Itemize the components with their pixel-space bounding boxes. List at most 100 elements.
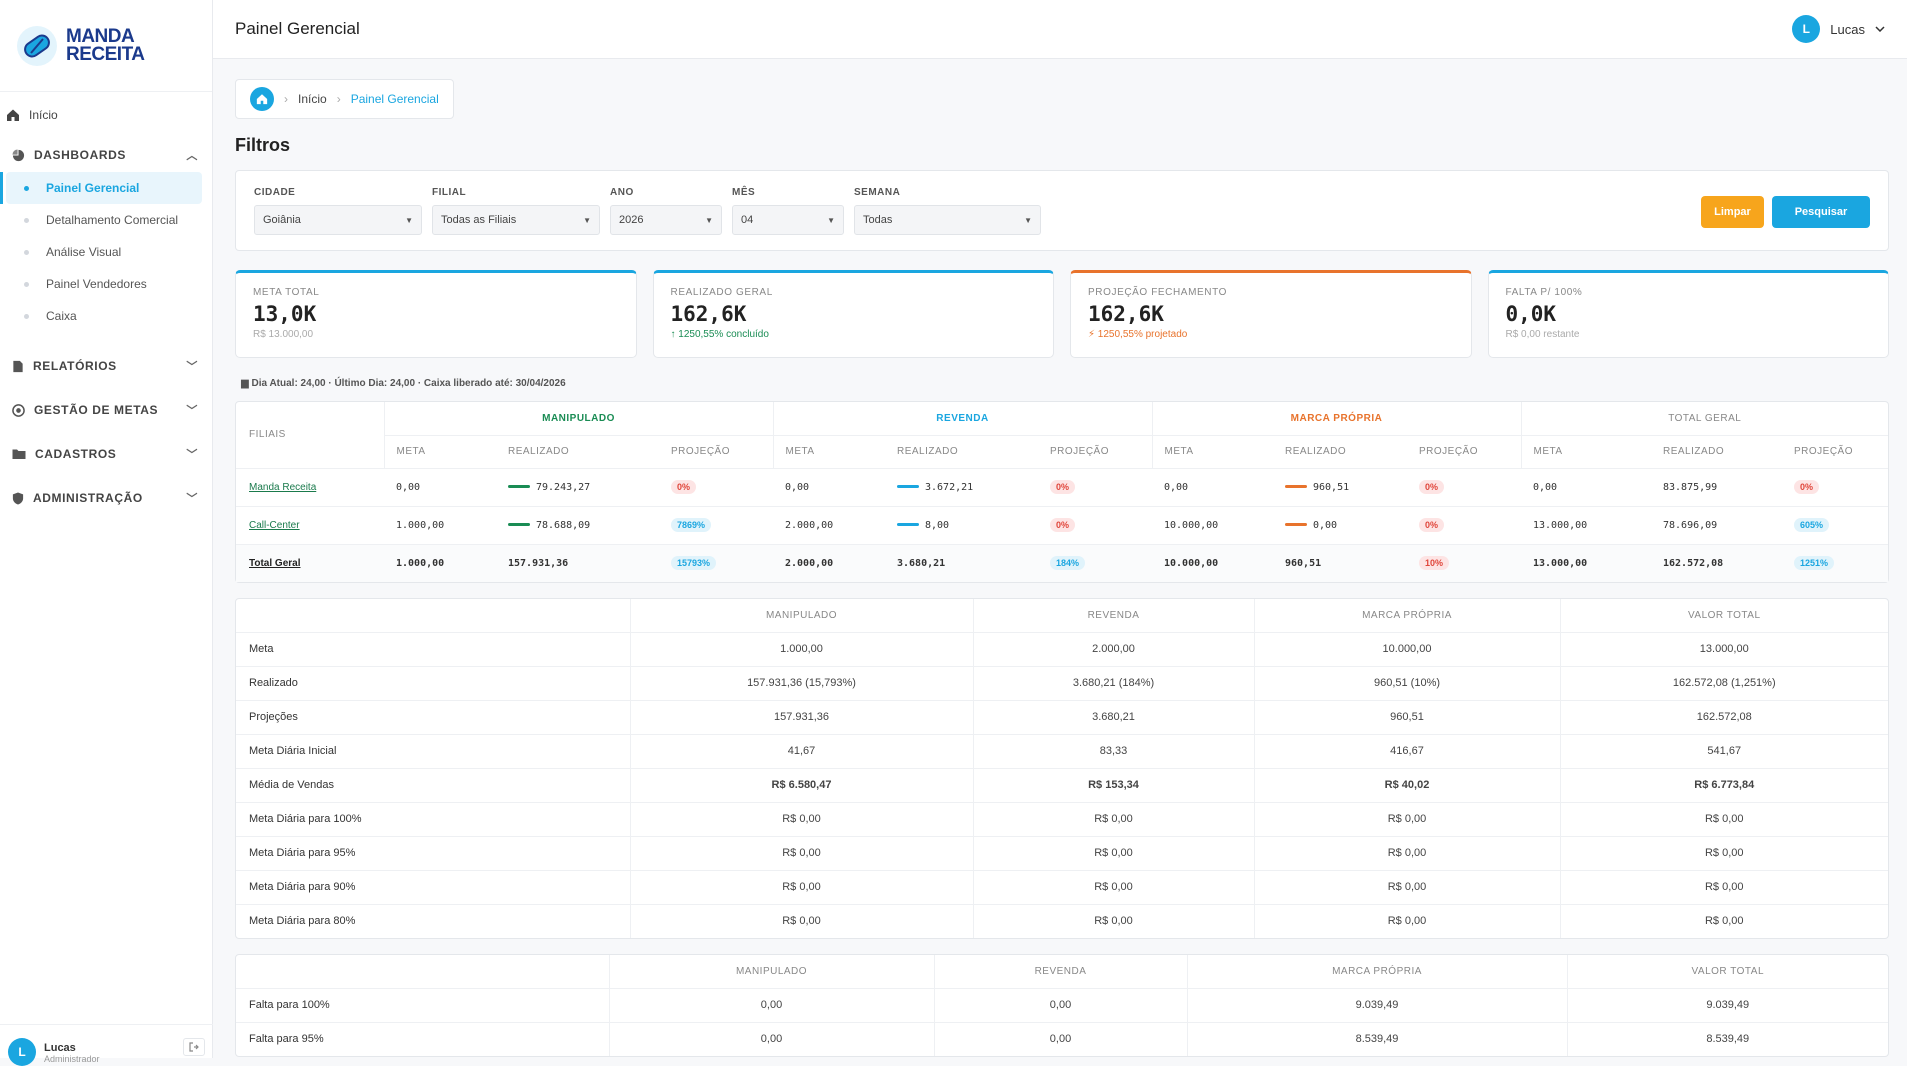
percent-badge: 7869% bbox=[671, 518, 712, 532]
value-cell: 1.000,00 bbox=[629, 631, 973, 666]
value-cell: 0,00 bbox=[1533, 481, 1558, 493]
group-manipulado: MANIPULADO bbox=[383, 402, 773, 435]
kpi-row: META TOTAL 13,0K R$ 13.000,00 REALIZADO GE… bbox=[235, 270, 1889, 358]
value-cell: 13.000,00 bbox=[1533, 519, 1588, 531]
value-cell: 8,00 bbox=[925, 519, 950, 531]
kpi-realizado-geral: REALIZADO GERAL 162,6K ↑ 1250,55% concluíd… bbox=[652, 270, 1054, 358]
value-cell: R$ 0,00 bbox=[1559, 835, 1888, 870]
row-label: Falta para 100% bbox=[236, 987, 609, 1022]
clear-button[interactable]: Limpar bbox=[1701, 196, 1764, 228]
branch-link[interactable]: Call-Center bbox=[249, 519, 300, 531]
filters-panel: CIDADE Goiânia ▼ FILIAL Todas as Filiais ▼… bbox=[235, 170, 1889, 251]
branch-link[interactable]: Manda Receita bbox=[249, 481, 317, 493]
nav-section-cadastros[interactable]: CADASTROS ﹀ bbox=[0, 432, 212, 476]
group-total-geral: TOTAL GERAL bbox=[1520, 402, 1888, 435]
value-cell: R$ 0,00 bbox=[629, 835, 973, 870]
percent-badge: 0% bbox=[1419, 518, 1445, 532]
value-cell: R$ 0,00 bbox=[629, 869, 973, 904]
progress-bar bbox=[1285, 485, 1307, 489]
value-cell: 960,51 bbox=[1285, 557, 1322, 569]
percent-badge: 10% bbox=[1419, 556, 1450, 571]
value-cell: 10.000,00 bbox=[1164, 519, 1219, 531]
value-cell: R$ 6.773,84 bbox=[1559, 767, 1888, 802]
table-row: Meta Diária para 80% R$ 0,00 R$ 0,00 R$ 0,0… bbox=[236, 903, 1888, 938]
user-menu[interactable]: L Lucas bbox=[1792, 15, 1885, 43]
value-cell: R$ 0,00 bbox=[1559, 903, 1888, 938]
sidebar-item-painel-gerencial[interactable]: Painel Gerencial bbox=[0, 172, 202, 204]
value-cell: 960,51 (10%) bbox=[1253, 665, 1560, 700]
year-select[interactable]: 2026 ▼ bbox=[610, 205, 722, 235]
sidebar-item-caixa[interactable]: Caixa bbox=[6, 300, 202, 332]
table-row: Total Geral 1.000,00 157.931,36 15793% 2.000… bbox=[236, 543, 1888, 582]
subheader-cell: META bbox=[1151, 435, 1273, 468]
value-cell: 8.539,49 bbox=[1566, 1021, 1888, 1056]
subheader-cell: PROJEÇÃO bbox=[671, 446, 731, 457]
value-cell: 1.000,00 bbox=[396, 519, 445, 531]
home-icon bbox=[256, 94, 268, 105]
city-label: CIDADE bbox=[254, 187, 296, 198]
filters-title: Filtros bbox=[235, 135, 291, 155]
value-cell: 41,67 bbox=[629, 733, 973, 768]
row-label: Média de Vendas bbox=[236, 767, 630, 802]
chevron-down-icon bbox=[1875, 26, 1885, 32]
value-cell: 3.680,21 bbox=[897, 557, 946, 569]
value-cell: 0,00 bbox=[1164, 481, 1189, 493]
logo[interactable]: MANDA RECEITA bbox=[0, 0, 212, 92]
nav-section-gestao-metas[interactable]: GESTÃO DE METAS ﹀ bbox=[0, 388, 212, 432]
nav-section-dashboards[interactable]: DASHBOARDS ︿ bbox=[0, 138, 212, 172]
city-select[interactable]: Goiânia ▼ bbox=[254, 205, 422, 235]
percent-badge: 1251% bbox=[1794, 556, 1835, 571]
breadcrumb-current: Painel Gerencial bbox=[350, 92, 439, 106]
value-cell: 13.000,00 bbox=[1559, 631, 1888, 666]
subheader-cell: PROJEÇÃO bbox=[1050, 446, 1110, 457]
chevron-right-icon: › bbox=[284, 92, 288, 106]
week-select[interactable]: Todas ▼ bbox=[854, 205, 1041, 235]
value-cell: 157.931,36 bbox=[508, 557, 569, 569]
summary-header: REVENDA bbox=[972, 599, 1254, 632]
breadcrumb-item[interactable]: Início bbox=[298, 92, 327, 106]
month-select[interactable]: 04 ▼ bbox=[732, 205, 844, 235]
nav-section-administracao[interactable]: ADMINISTRAÇÃO ﹀ bbox=[0, 476, 212, 520]
sidebar-user-name: Lucas bbox=[44, 1042, 76, 1054]
logout-button[interactable] bbox=[183, 1038, 205, 1056]
value-cell: 83,33 bbox=[972, 733, 1254, 768]
nav-home[interactable]: Início bbox=[0, 100, 212, 130]
week-label: SEMANA bbox=[854, 187, 901, 198]
value-cell: 78.696,09 bbox=[1663, 519, 1718, 531]
search-button[interactable]: Pesquisar bbox=[1772, 196, 1870, 228]
value-cell: 83.875,99 bbox=[1663, 481, 1718, 493]
subheader-cell: REALIZADO bbox=[508, 446, 570, 457]
avatar[interactable]: L bbox=[8, 1038, 36, 1066]
progress-bar bbox=[897, 523, 919, 527]
breadcrumb-home[interactable] bbox=[250, 87, 274, 111]
value-cell: 3.672,21 bbox=[925, 481, 974, 493]
value-cell: 162.572,08 bbox=[1663, 557, 1724, 569]
percent-badge: 0% bbox=[1419, 480, 1445, 494]
percent-badge: 15793% bbox=[671, 556, 717, 571]
progress-bar bbox=[508, 485, 530, 489]
nav-section-relatorios[interactable]: RELATÓRIOS ﹀ bbox=[0, 344, 212, 388]
progress-bar bbox=[897, 485, 919, 489]
target-icon bbox=[12, 403, 25, 417]
sidebar-item-painel-vendedores[interactable]: Painel Vendedores bbox=[6, 268, 202, 300]
sidebar-item-analise-visual[interactable]: Análise Visual bbox=[6, 236, 202, 268]
value-cell: 157.931,36 (15,793%) bbox=[629, 665, 973, 700]
value-cell: 162.572,08 bbox=[1559, 699, 1888, 734]
value-cell: 0,00 bbox=[396, 481, 421, 493]
row-label: Meta Diária para 100% bbox=[236, 801, 630, 836]
table-row: Call-Center 1.000,00 78.688,09 7869% 2.000,0… bbox=[236, 505, 1888, 544]
percent-badge: 0% bbox=[1794, 480, 1820, 494]
value-cell: 9.039,49 bbox=[1186, 987, 1567, 1022]
sidebar-user: L Lucas Administrador bbox=[0, 1024, 213, 1066]
branch-link[interactable]: Total Geral bbox=[249, 557, 301, 569]
value-cell: 541,67 bbox=[1559, 733, 1888, 768]
sidebar-item-detalhamento-comercial[interactable]: Detalhamento Comercial bbox=[6, 204, 202, 236]
logout-icon bbox=[189, 1042, 199, 1052]
avatar: L bbox=[1792, 15, 1821, 43]
value-cell: 0,00 bbox=[608, 1021, 934, 1056]
month-label: MÊS bbox=[732, 187, 756, 198]
table-row: Falta para 100% 0,00 0,00 9.039,49 9.039,49 bbox=[236, 987, 1888, 1022]
filiais-header: FILIAIS bbox=[249, 429, 286, 441]
value-cell: 3.680,21 (184%) bbox=[972, 665, 1254, 700]
branch-select[interactable]: Todas as Filiais ▼ bbox=[432, 205, 600, 235]
